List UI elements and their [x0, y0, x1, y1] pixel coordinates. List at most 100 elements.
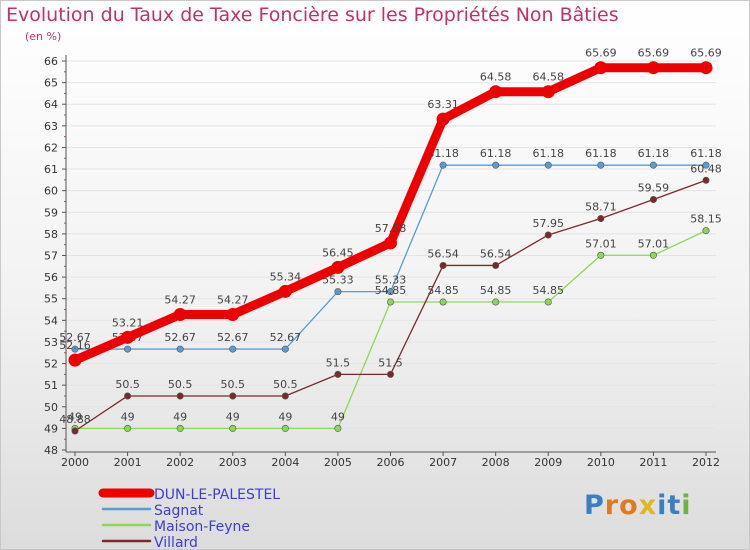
data-label: 49	[226, 410, 240, 423]
legend-item: Sagnat	[101, 503, 204, 519]
y-tick-label: 59	[44, 206, 58, 219]
data-label: 58.71	[585, 201, 617, 214]
logo-letter: r	[604, 490, 620, 521]
data-label: 50.5	[273, 378, 298, 391]
x-tick-label: 2007	[429, 456, 457, 469]
y-tick-label: 54	[44, 314, 58, 327]
legend-label: DUN-LE-PALESTEL	[154, 487, 280, 503]
data-label: 50.5	[115, 378, 140, 391]
x-tick-label: 2005	[324, 456, 352, 469]
y-tick-label: 62	[44, 141, 58, 154]
data-label: 49	[121, 410, 135, 423]
data-label: 63.31	[427, 98, 459, 111]
data-label: 54.85	[427, 284, 459, 297]
data-point	[492, 298, 500, 306]
data-point	[699, 61, 713, 75]
data-label: 61.18	[638, 147, 670, 160]
data-label: 54.85	[375, 284, 407, 297]
data-point	[649, 161, 657, 169]
y-tick-label: 52	[44, 358, 58, 371]
data-point	[121, 330, 135, 344]
logo-letter: t	[667, 490, 682, 521]
data-label: 57.95	[533, 217, 565, 230]
data-point	[597, 251, 605, 259]
data-point	[439, 261, 447, 269]
x-tick-label: 2006	[377, 456, 405, 469]
y-tick-label: 63	[44, 120, 58, 133]
y-tick-label: 64	[44, 98, 58, 111]
data-point	[281, 392, 289, 400]
data-label: 61.18	[427, 147, 459, 160]
legend-item: Villard	[101, 535, 198, 550]
data-label: 57.58	[375, 222, 407, 235]
data-label: 54.85	[533, 284, 565, 297]
logo-letter: P	[584, 490, 605, 521]
y-tick-label: 60	[44, 185, 58, 198]
y-tick-label: 48	[44, 444, 58, 457]
y-tick-label: 58	[44, 228, 58, 241]
data-label: 55.33	[375, 274, 407, 287]
legend-item: Maison-Feyne	[101, 519, 250, 535]
data-point	[176, 345, 184, 353]
logo-letter: i	[681, 490, 692, 521]
x-tick-label: 2003	[219, 456, 247, 469]
data-label: 59.59	[638, 182, 670, 195]
x-tick-label: 2000	[61, 456, 89, 469]
data-label: 64.58	[533, 71, 565, 84]
x-tick-label: 2012	[692, 456, 720, 469]
data-point	[492, 161, 500, 169]
data-point	[334, 288, 342, 296]
y-tick-label: 61	[44, 163, 58, 176]
data-label: 48.88	[59, 413, 91, 426]
data-point	[386, 288, 394, 296]
data-label: 54.85	[480, 284, 512, 297]
y-tick-label: 65	[44, 77, 58, 90]
x-tick-label: 2010	[587, 456, 615, 469]
proxiti-logo: Proxiti	[584, 490, 692, 521]
data-point	[281, 424, 289, 432]
data-point	[541, 85, 555, 99]
legend-label: Maison-Feyne	[154, 519, 250, 535]
y-tick-label: 66	[44, 55, 58, 68]
y-tick-label: 49	[44, 422, 58, 435]
data-point	[597, 161, 605, 169]
legend-item: DUN-LE-PALESTEL	[98, 487, 280, 503]
data-label: 53.21	[112, 316, 144, 329]
data-point	[649, 251, 657, 259]
data-label: 51.5	[326, 356, 351, 369]
series-line	[70, 63, 711, 365]
data-label: 55.33	[322, 274, 354, 287]
data-label: 55.34	[270, 270, 302, 283]
data-label: 56.45	[322, 246, 354, 259]
data-point	[334, 424, 342, 432]
legend-label: Sagnat	[154, 503, 204, 519]
unit-label: (en %)	[25, 30, 62, 43]
y-tick-label: 57	[44, 250, 58, 263]
y-tick-label: 53	[44, 336, 58, 349]
chart-title: Evolution du Taux de Taxe Foncière sur l…	[6, 4, 619, 26]
data-label: 54.27	[164, 293, 196, 306]
data-point	[281, 345, 289, 353]
data-point	[176, 392, 184, 400]
data-point	[71, 427, 79, 435]
data-point	[124, 424, 132, 432]
data-point	[229, 345, 237, 353]
data-label: 61.18	[690, 147, 722, 160]
legend-label: Villard	[154, 535, 198, 550]
data-point	[702, 176, 710, 184]
data-point	[226, 307, 240, 321]
x-tick-label: 2002	[166, 456, 194, 469]
data-point	[489, 85, 503, 99]
data-label: 49	[173, 410, 187, 423]
data-point	[492, 261, 500, 269]
data-point	[544, 298, 552, 306]
data-point	[646, 61, 660, 75]
data-label: 56.54	[480, 247, 512, 260]
y-tick-label: 55	[44, 293, 58, 306]
data-label: 56.54	[427, 247, 459, 260]
data-label: 65.69	[585, 47, 617, 60]
series-line	[74, 229, 707, 430]
data-point	[71, 345, 79, 353]
data-point	[439, 298, 447, 306]
data-point	[124, 392, 132, 400]
